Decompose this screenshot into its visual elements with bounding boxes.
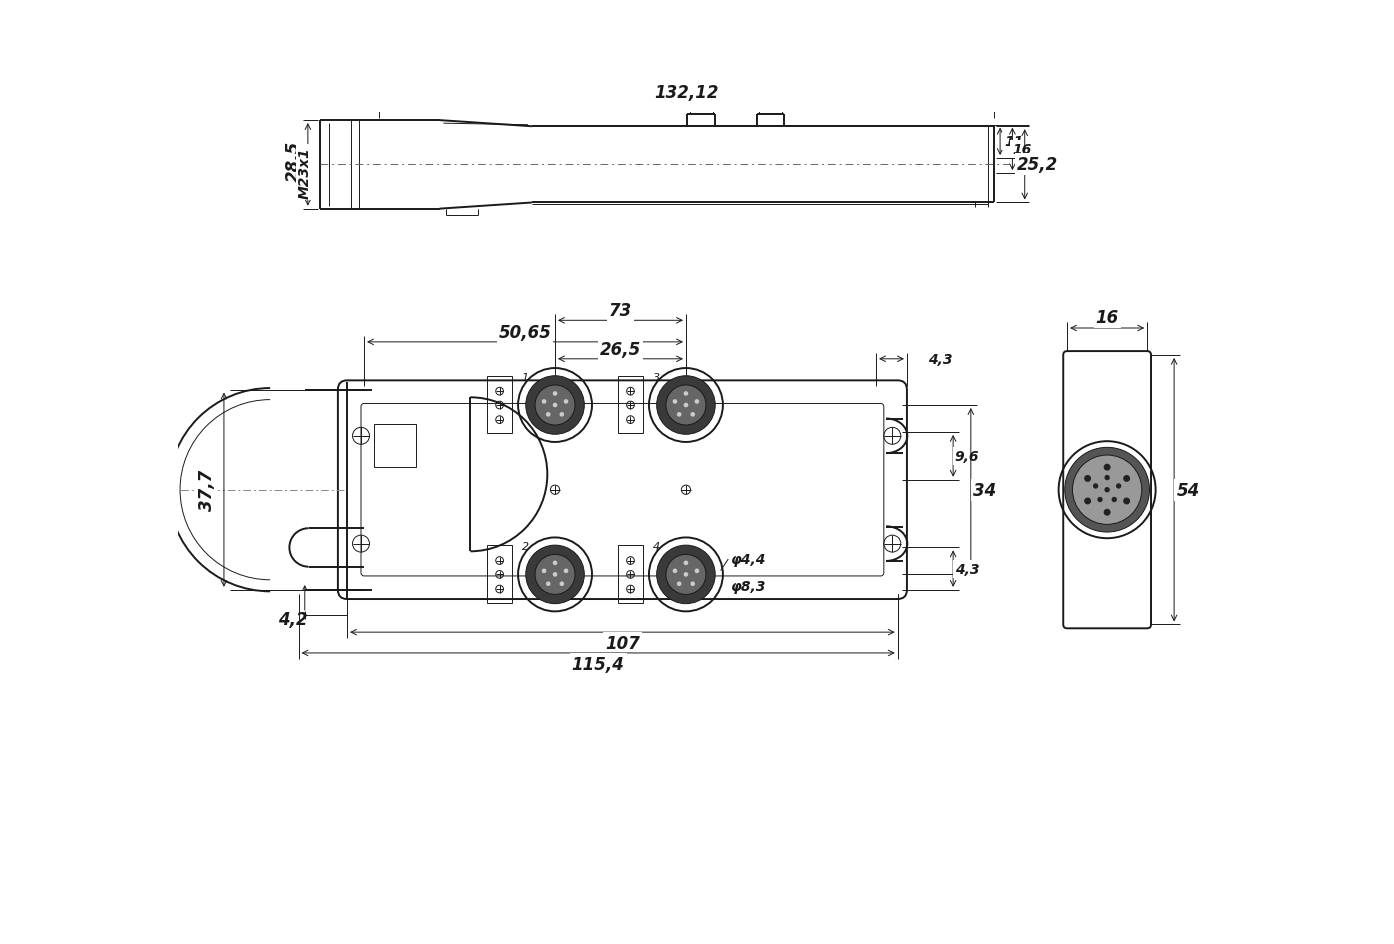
Text: 107: 107 [605, 634, 640, 652]
Text: 50,65: 50,65 [499, 324, 552, 342]
Circle shape [526, 546, 584, 604]
Circle shape [535, 555, 576, 595]
Circle shape [1085, 476, 1092, 482]
Circle shape [1124, 476, 1131, 482]
Circle shape [657, 546, 715, 604]
Circle shape [546, 582, 551, 586]
Circle shape [1104, 509, 1111, 516]
Circle shape [677, 413, 682, 417]
Circle shape [526, 377, 584, 435]
Bar [374, 425, 417, 467]
Circle shape [1097, 497, 1103, 502]
Circle shape [694, 569, 700, 574]
Circle shape [683, 561, 689, 565]
Circle shape [546, 413, 551, 417]
Circle shape [1111, 497, 1117, 502]
Text: φ4,4: φ4,4 [730, 552, 765, 566]
Bar [488, 546, 512, 603]
Circle shape [1085, 498, 1092, 505]
Text: M23x1: M23x1 [298, 147, 312, 198]
Circle shape [563, 569, 569, 574]
Text: 73: 73 [609, 301, 631, 319]
Circle shape [666, 385, 705, 426]
Circle shape [1072, 456, 1142, 525]
Bar [618, 546, 643, 603]
Circle shape [690, 582, 696, 586]
Circle shape [657, 377, 715, 435]
Text: 2: 2 [521, 542, 530, 551]
Circle shape [542, 569, 546, 574]
Circle shape [666, 555, 705, 595]
Text: 4,2: 4,2 [277, 611, 308, 629]
Text: φ8,3: φ8,3 [730, 580, 765, 594]
Circle shape [1104, 464, 1111, 471]
Text: 54: 54 [1177, 481, 1200, 499]
Text: 1: 1 [521, 373, 530, 382]
Text: 4,3: 4,3 [955, 562, 979, 576]
Circle shape [1065, 447, 1150, 532]
Text: 26,5: 26,5 [599, 341, 641, 359]
Circle shape [1093, 483, 1098, 489]
Text: 4: 4 [652, 542, 659, 551]
Circle shape [542, 399, 546, 404]
Text: 115,4: 115,4 [572, 655, 625, 673]
Text: 25,2: 25,2 [1018, 156, 1058, 175]
Circle shape [1117, 483, 1121, 489]
Text: 28,5: 28,5 [284, 141, 302, 182]
Circle shape [563, 399, 569, 404]
Circle shape [535, 385, 576, 426]
Text: 16: 16 [1096, 309, 1119, 327]
Circle shape [690, 413, 696, 417]
Circle shape [683, 572, 689, 577]
Text: 3: 3 [652, 373, 659, 382]
Bar [618, 377, 643, 434]
Circle shape [673, 399, 677, 404]
Bar [488, 377, 512, 434]
FancyBboxPatch shape [1064, 352, 1151, 629]
Circle shape [694, 399, 700, 404]
Circle shape [1104, 476, 1110, 480]
Text: 9,6: 9,6 [955, 449, 979, 464]
Circle shape [683, 403, 689, 408]
Circle shape [553, 403, 558, 408]
Text: 132,12: 132,12 [654, 84, 719, 102]
Text: 16: 16 [1012, 143, 1032, 157]
Circle shape [553, 572, 558, 577]
Circle shape [673, 569, 677, 574]
Circle shape [553, 561, 558, 565]
Circle shape [683, 392, 689, 396]
Text: 34: 34 [973, 481, 997, 499]
Circle shape [559, 582, 565, 586]
Circle shape [1104, 487, 1110, 493]
Text: 11: 11 [1004, 135, 1023, 149]
Circle shape [559, 413, 565, 417]
Circle shape [553, 392, 558, 396]
Circle shape [1124, 498, 1131, 505]
Text: 37,7: 37,7 [198, 469, 216, 511]
Circle shape [677, 582, 682, 586]
FancyBboxPatch shape [337, 381, 907, 599]
Text: 4,3: 4,3 [928, 352, 953, 366]
